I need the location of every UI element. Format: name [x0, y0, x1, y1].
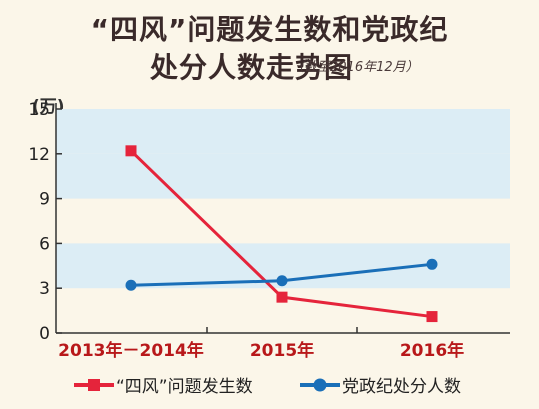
x-tick-label: 2016年 — [400, 340, 464, 361]
legend-label-four-winds: “四风”问题发生数 — [116, 377, 253, 397]
legend: “四风”问题发生数 党政纪处分人数 — [0, 370, 539, 400]
legend-marker-discipline — [300, 378, 340, 391]
grid-band — [56, 153, 510, 199]
data-point-square — [426, 311, 438, 323]
data-point-square — [125, 145, 137, 157]
y-tick-label: 12 — [28, 145, 50, 165]
legend-marker-four-winds — [74, 378, 114, 391]
legend-label-discipline: 党政纪处分人数 — [342, 377, 461, 397]
data-point-square — [276, 291, 288, 303]
chart-title-line1: “四风”问题发生数和党政纪 — [90, 13, 449, 46]
data-point-circle — [125, 279, 137, 291]
data-point-circle — [426, 258, 438, 270]
y-tick-label: 0 — [39, 324, 50, 344]
grid-band — [56, 109, 510, 154]
chart-title-line2: 处分人数走势图 — [149, 51, 353, 84]
y-tick-label: 9 — [39, 190, 50, 210]
legend-item-discipline: 党政纪处分人数 — [298, 372, 461, 397]
legend-item-four-winds: “四风”问题发生数 — [72, 372, 253, 397]
y-tick-label: 3 — [39, 279, 50, 299]
chart-date-note: （截至2016年12月） — [291, 60, 419, 75]
x-tick-label: 2013年－2014年 — [58, 340, 204, 361]
x-tick-label: 2015年 — [250, 340, 314, 361]
y-tick-label: 15 — [28, 100, 50, 120]
y-tick-label: 6 — [39, 234, 50, 254]
data-point-circle — [276, 275, 288, 287]
